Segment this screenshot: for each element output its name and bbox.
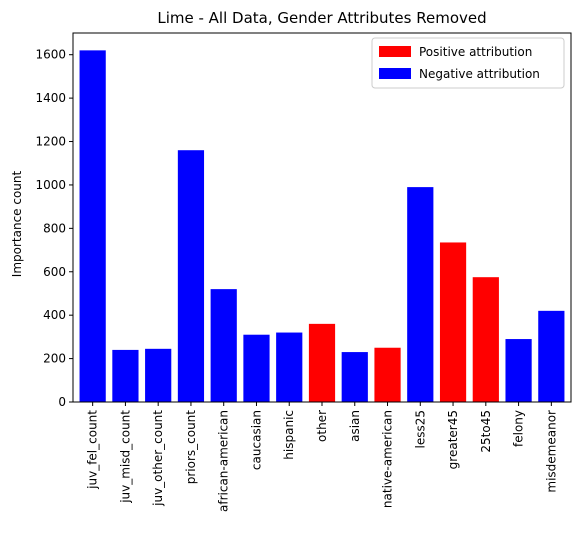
bar-greater45	[439, 242, 467, 402]
legend-box	[371, 37, 565, 89]
chart-title: Lime - All Data, Gender Attributes Remov…	[157, 9, 486, 27]
bar-misdemeanor	[538, 310, 565, 402]
x-tick-label-caucasian: caucasian	[249, 410, 263, 470]
y-tick-label: 200	[43, 352, 66, 366]
plot-area: 0 200 400 600 800 1000 1200 1400 1600 juv_fel_cou…	[35, 32, 572, 512]
legend-label-negative: Negative attribution	[419, 67, 540, 81]
y-tick-label: 800	[43, 221, 66, 235]
x-tick-label-juv_fel_count: juv_fel_count	[86, 410, 100, 490]
x-tick-label-greater45: greater45	[446, 410, 460, 469]
bar-less25	[407, 187, 434, 402]
x-tick-label-african-american: african-american	[217, 410, 231, 512]
legend-swatch-negative	[379, 68, 411, 79]
bar-priors_count	[177, 150, 205, 402]
bar-felony	[505, 339, 532, 402]
y-tick-label: 1600	[35, 48, 66, 62]
x-tick-label-juv_misd_count: juv_misd_count	[118, 410, 132, 504]
legend-swatch-positive	[379, 46, 411, 57]
y-axis-label: Importance count	[10, 170, 24, 277]
x-tick-label-priors_count: priors_count	[184, 410, 198, 485]
x-tick-label-juv_other_count: juv_other_count	[151, 410, 165, 507]
bar-native-american	[374, 347, 401, 402]
legend-label-positive: Positive attribution	[419, 45, 532, 59]
x-tick-label-other: other	[315, 410, 329, 442]
x-tick-label-misdemeanor: misdemeanor	[544, 410, 558, 493]
bar-hispanic	[276, 332, 303, 402]
x-tick-label-felony: felony	[512, 410, 526, 447]
x-tick-label-less25: less25	[413, 410, 427, 449]
y-tick-label: 1400	[35, 91, 66, 105]
bar-african-american	[210, 289, 237, 402]
bar-juv_fel_count	[79, 50, 106, 402]
y-tick-label: 600	[43, 265, 66, 279]
bar-other	[308, 323, 336, 402]
legend: Positive attribution Negative attribution	[371, 37, 565, 89]
bar-juv_misd_count	[112, 349, 139, 402]
bar-caucasian	[243, 334, 270, 402]
x-tick-label-native-american: native-american	[381, 410, 395, 508]
x-tick-label-asian: asian	[348, 410, 362, 442]
y-tick-label: 0	[58, 395, 66, 409]
y-tick-label: 1000	[35, 178, 66, 192]
y-tick-label: 1200	[35, 135, 66, 149]
y-tick-label: 400	[43, 308, 66, 322]
x-tick-label-25to45: 25to45	[479, 410, 493, 453]
bar-juv_other_count	[145, 348, 172, 402]
x-tick-label-hispanic: hispanic	[282, 410, 296, 460]
bar-25to45	[472, 277, 499, 402]
bar-asian	[341, 352, 368, 402]
